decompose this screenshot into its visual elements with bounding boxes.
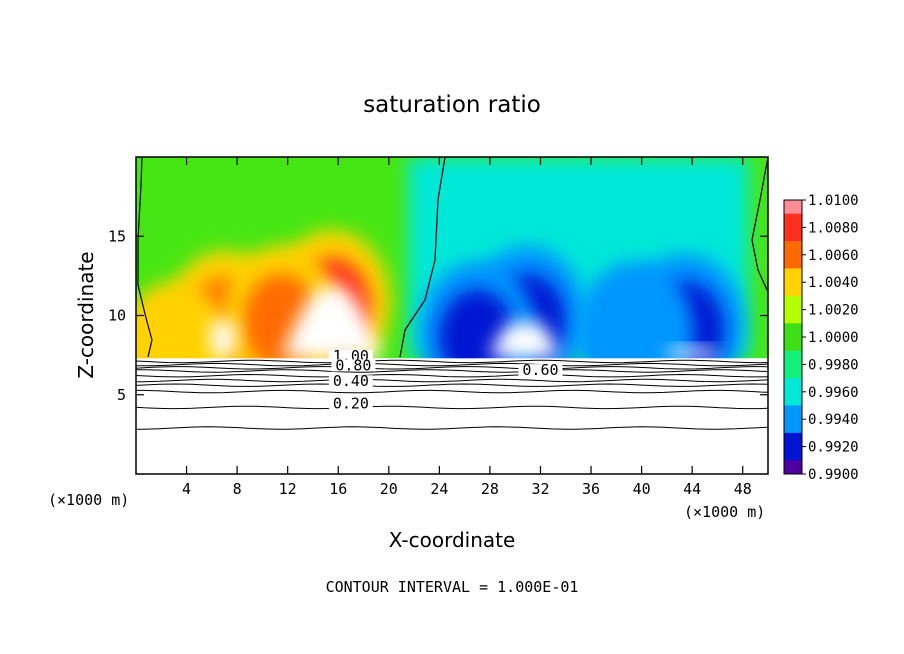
colorbar-tick-label-9: 0.9920	[808, 440, 859, 456]
contour-label-2: 0.60	[522, 361, 558, 379]
chart-title: saturation ratio	[363, 92, 541, 118]
contour-label-3: 0.40	[333, 372, 369, 390]
colorbar-swatch-a-6	[784, 364, 802, 379]
contour-1000-1	[399, 157, 446, 358]
x-tick-label-3: 16	[329, 480, 347, 498]
colorbar-swatch-a-7	[784, 391, 802, 406]
contour-label-bg-2	[518, 364, 563, 377]
field-group: 1.000.80 0.600.400.20	[136, 157, 768, 474]
contour-line-4	[136, 373, 768, 378]
colorbar-swatch-a-3	[784, 282, 802, 297]
contour-label-1: 0.80	[335, 356, 371, 374]
colorbar-tick-label-5: 1.0000	[808, 330, 859, 346]
colorbar: 1.0100 1.0080 1.0060 1.0040 1.0020 1.0000 0.99…	[783, 193, 859, 483]
x-tick-label-0: 4	[182, 480, 191, 498]
contour-1000-2	[751, 157, 768, 291]
contour-label-4: 0.20	[333, 394, 369, 412]
contour-line-8	[136, 405, 768, 410]
contour-label-bg-4	[328, 397, 373, 410]
contour-label-bg-1	[331, 359, 376, 372]
contour-line-7	[136, 389, 768, 394]
contour-line-6	[136, 383, 768, 387]
saturated-core-2	[489, 321, 560, 359]
x-tick-label-1: 8	[233, 480, 242, 498]
x-tick-label-10: 44	[683, 480, 701, 498]
colorbar-swatch-b-5	[784, 350, 802, 365]
colorbar-swatch-b-3	[784, 295, 802, 311]
colorbar-swatch-b-0	[784, 213, 802, 228]
x-axis-unit-right: (×1000 m)	[684, 503, 765, 521]
colorbar-swatch-a-2	[784, 254, 802, 269]
colorbar-swatch-b-4	[784, 323, 802, 338]
subcloud-region	[136, 358, 768, 474]
contour-line-1	[136, 362, 768, 367]
y-tick-label-1: 10	[108, 307, 126, 325]
x-axis-unit-left: (×1000 m)	[48, 491, 129, 509]
colorbar-swatch-b-6	[784, 378, 802, 393]
y-tick-label-0: 5	[117, 386, 126, 404]
plot-area: 1.000.80 0.600.400.20	[135, 156, 769, 475]
colorbar-swatch-b-7	[784, 405, 802, 420]
colorbar-swatch-a-9	[784, 446, 802, 461]
x-tick-label-8: 36	[582, 480, 600, 498]
saturated-core-1	[210, 320, 237, 359]
colorbar-swatch-a-0	[784, 200, 802, 215]
colorbar-tick-label-6: 0.9980	[808, 357, 859, 373]
colorbar-tick-label-1: 1.0080	[808, 220, 859, 236]
x-tick-label-5: 24	[430, 480, 448, 498]
colorbar-swatch-b-9	[784, 460, 802, 475]
y-tick-label-2: 15	[108, 227, 126, 245]
contour-line-0	[136, 359, 768, 364]
x-axis-label: X-coordinate	[389, 528, 516, 552]
contour-line-9	[136, 426, 768, 430]
x-tick-label-11: 48	[734, 480, 752, 498]
x-tick-label-6: 28	[481, 480, 499, 498]
colorbar-swatch-a-1	[784, 227, 802, 242]
colorbar-tick-label-4: 1.0020	[808, 303, 859, 319]
colorbar-tick-label-10: 0.9900	[808, 467, 859, 483]
colorbar-swatch-b-1	[784, 241, 802, 256]
colorbar-tick-label-2: 1.0060	[808, 248, 859, 264]
saturated-core-0	[281, 285, 383, 359]
colorbar-swatch-a-8	[784, 419, 802, 434]
colorbar-tick-label-7: 0.9960	[808, 385, 859, 401]
contour-label-bg-3	[328, 375, 373, 388]
y-axis-label: Z-coordinate	[74, 251, 98, 378]
colorbar-tick-label-0: 1.0100	[808, 193, 859, 209]
x-tick-label-7: 32	[531, 480, 549, 498]
colorbar-tick-label-8: 0.9940	[808, 412, 859, 428]
colorbar-tick-label-3: 1.0040	[808, 275, 859, 291]
footer-contour-interval: CONTOUR INTERVAL = 1.000E-01	[326, 578, 579, 596]
colorbar-swatch-a-5	[784, 337, 802, 352]
contour-1000-0	[137, 157, 153, 358]
x-tick-label-4: 20	[380, 480, 398, 498]
contour-label-bg-0	[328, 349, 373, 362]
contour-line-5	[136, 378, 768, 383]
colorbar-swatch-b-2	[784, 268, 802, 283]
x-tick-label-2: 12	[279, 480, 297, 498]
x-tick-label-9: 40	[633, 480, 651, 498]
contour-line-2	[136, 366, 768, 370]
saturated-core-3	[666, 346, 718, 359]
colorbar-swatch-a-4	[784, 309, 802, 324]
colorbar-swatch-b-8	[784, 432, 802, 448]
contour-line-3	[136, 369, 768, 373]
